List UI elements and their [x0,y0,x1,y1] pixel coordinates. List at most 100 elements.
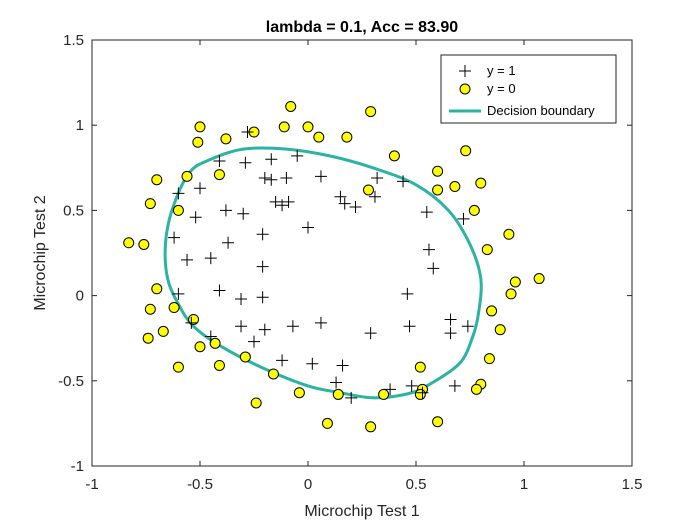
positive-point [345,391,358,404]
positive-point [239,156,252,169]
negative-point [151,283,163,295]
y-tick-label: 0 [76,288,84,305]
negative-point [475,177,487,189]
positive-point [368,190,381,203]
positive-point [457,212,470,225]
negative-point [239,351,251,363]
positive-point [172,287,185,300]
positive-point [291,149,304,162]
positive-point [256,291,269,304]
negative-point [194,341,206,353]
positive-point [448,379,461,392]
y-tick-label: -0.5 [58,373,84,390]
negative-point [481,244,493,256]
negative-point [494,324,506,336]
legend-label-boundary: Decision boundary [487,103,595,118]
y-tick-label: 1.5 [63,32,84,49]
data-points-layer [123,100,545,433]
negative-point [250,397,262,409]
x-tick-label: -1 [85,476,98,493]
negative-point [388,150,400,162]
negative-point [138,238,150,250]
negative-point [378,388,390,400]
positive-point [235,293,248,306]
positive-point [235,320,248,333]
positive-point [280,172,293,185]
x-tick-label: -0.5 [187,476,213,493]
x-axis-label: Microchip Test 1 [304,503,419,520]
negative-point [332,388,344,400]
negative-point [144,303,156,315]
negative-point [181,170,193,182]
negative-point [414,388,426,400]
positive-point [330,376,343,389]
negative-point [144,198,156,210]
negative-point [365,106,377,118]
positive-point [405,379,418,392]
negative-point [483,353,495,365]
legend-label-negative: y = 0 [487,81,516,96]
positive-point [282,195,295,208]
negative-point [503,228,515,240]
positive-point [444,313,457,326]
positive-point [420,206,433,219]
chart-title: lambda = 0.1, Acc = 83.90 [266,19,459,36]
x-tick-label: 1.5 [622,476,643,493]
x-axis-ticks: -1 -0.5 0 0.5 1 1.5 [85,40,642,493]
y-axis-ticks: -1 -0.5 0 0.5 1 1.5 [58,32,632,475]
negative-point [157,325,169,337]
negative-point [341,131,353,143]
negative-point [449,181,461,193]
positive-point [286,320,299,333]
positive-point [256,228,269,241]
positive-point [265,173,278,186]
positive-point [338,197,351,210]
positive-point [213,284,226,297]
y-tick-label: 1 [76,117,84,134]
positive-point [219,204,232,217]
axes-box [91,39,633,467]
legend-label-positive: y = 1 [487,63,516,78]
positive-point [258,172,271,185]
negative-point [293,387,305,399]
negative-point [220,133,232,145]
negative-point [285,100,297,112]
positive-point [276,199,289,212]
y-axis-label: Microchip Test 2 [32,195,49,310]
negative-point [213,359,225,371]
negative-point [486,305,498,317]
negative-point [460,145,472,157]
positive-point [336,359,349,372]
positive-point [276,354,289,367]
positive-point [427,262,440,275]
x-tick-label: 1 [520,476,528,493]
negative-point [172,204,184,216]
positive-point [248,335,260,348]
negative-point [321,417,333,429]
negative-point [432,165,444,177]
positive-point [364,327,377,340]
x-tick-label: 0 [304,476,312,493]
negative-point [168,302,180,314]
positive-point [172,187,185,200]
negative-point [362,184,374,196]
positive-point [444,327,457,340]
positive-point [314,316,327,329]
positive-point [237,207,250,220]
positive-point [306,357,319,370]
negative-point [505,288,517,300]
negative-point [313,131,325,143]
y-tick-label: -1 [71,458,84,475]
positive-point [397,175,410,188]
negative-point [123,237,135,249]
positive-point [181,253,194,266]
decision-boundary-layer [163,146,483,400]
positive-point [213,154,226,167]
negative-point [414,361,426,373]
positive-point [334,190,347,203]
negative-point [192,136,204,148]
legend: y = 1 y = 0 Decision boundary [440,54,617,124]
positive-point [403,320,416,333]
positive-point [314,170,327,183]
